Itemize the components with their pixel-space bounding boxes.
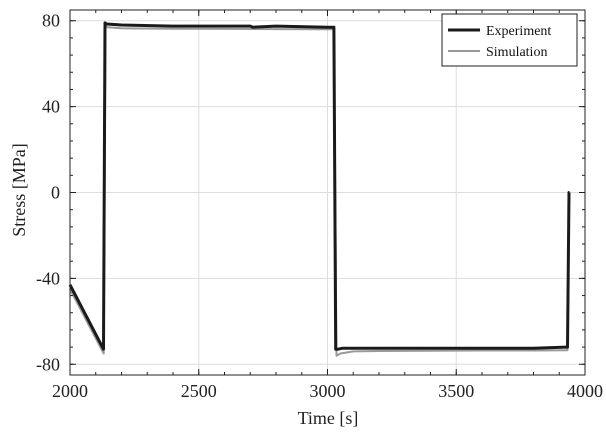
y-tick-label: -80 (36, 354, 60, 374)
axis-ticks (69, 10, 586, 375)
x-tick-label: 2000 (52, 381, 88, 401)
x-axis-title: Time [s] (298, 408, 359, 428)
y-tick-label: 40 (42, 97, 60, 117)
x-tick-label: 3500 (438, 381, 474, 401)
legend-label-simulation: Simulation (486, 45, 547, 60)
y-tick-label: -40 (36, 268, 60, 288)
legend-label-experiment: Experiment (486, 24, 551, 39)
tick-labels: 2000 2500 3000 3500 4000 -80 -40 0 40 80 (36, 11, 603, 401)
y-tick-label: 0 (51, 183, 60, 203)
legend-box (441, 13, 578, 67)
y-axis-title: Stress [MPa] (9, 143, 29, 237)
x-tick-label: 2500 (181, 381, 217, 401)
series-line-experiment (68, 21, 571, 351)
legend: Experiment Simulation (441, 13, 578, 67)
y-tick-label: 80 (42, 11, 60, 31)
x-tick-label: 4000 (567, 381, 603, 401)
series-lines (68, 21, 571, 357)
x-tick-label: 3000 (310, 381, 346, 401)
series-line-simulation (69, 25, 570, 357)
